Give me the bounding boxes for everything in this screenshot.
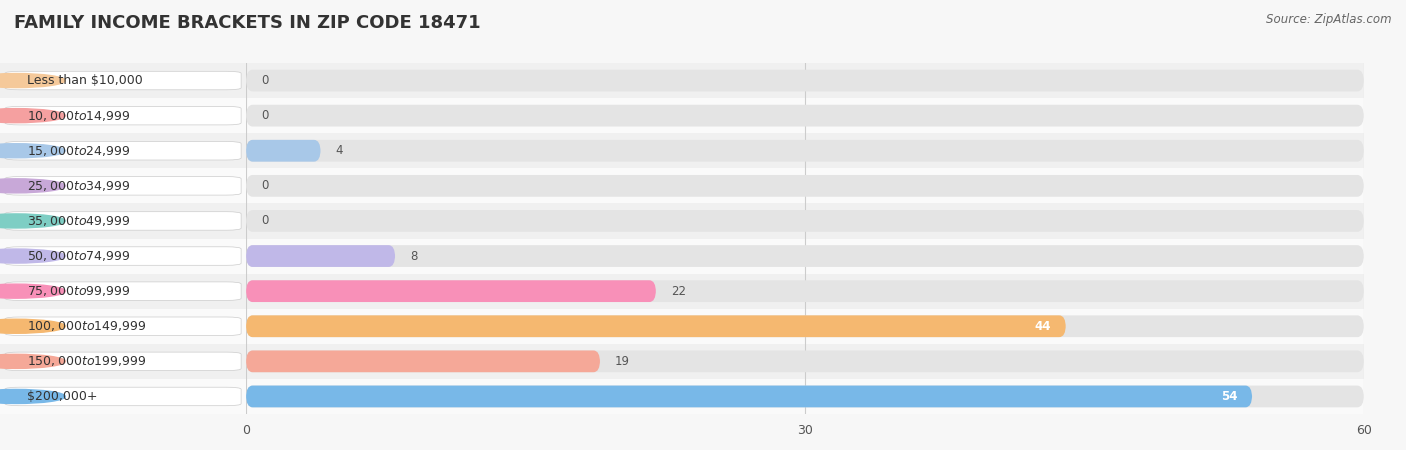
FancyBboxPatch shape <box>246 140 1364 162</box>
Text: 54: 54 <box>1220 390 1237 403</box>
Text: $100,000 to $149,999: $100,000 to $149,999 <box>27 319 146 333</box>
Bar <box>246 133 1364 168</box>
Text: 8: 8 <box>411 250 418 262</box>
FancyBboxPatch shape <box>246 175 1364 197</box>
Bar <box>246 98 1364 133</box>
FancyBboxPatch shape <box>246 210 1364 232</box>
Text: 19: 19 <box>614 355 630 368</box>
Text: 0: 0 <box>262 74 269 87</box>
Text: Less than $10,000: Less than $10,000 <box>27 74 143 87</box>
FancyBboxPatch shape <box>4 106 242 125</box>
FancyBboxPatch shape <box>4 247 242 266</box>
Bar <box>0 309 246 344</box>
Circle shape <box>0 108 65 123</box>
Circle shape <box>0 73 65 88</box>
FancyBboxPatch shape <box>246 351 600 372</box>
Text: Source: ZipAtlas.com: Source: ZipAtlas.com <box>1267 14 1392 27</box>
Bar <box>246 238 1364 274</box>
Text: 4: 4 <box>336 144 343 157</box>
Bar <box>246 203 1364 238</box>
Text: $75,000 to $99,999: $75,000 to $99,999 <box>27 284 131 298</box>
FancyBboxPatch shape <box>246 280 655 302</box>
Circle shape <box>0 354 65 369</box>
FancyBboxPatch shape <box>246 140 321 162</box>
Text: 44: 44 <box>1035 320 1050 333</box>
Text: $25,000 to $34,999: $25,000 to $34,999 <box>27 179 131 193</box>
Bar <box>0 274 246 309</box>
Bar <box>246 379 1364 414</box>
Bar <box>246 274 1364 309</box>
Bar <box>0 98 246 133</box>
Text: $15,000 to $24,999: $15,000 to $24,999 <box>27 144 131 158</box>
FancyBboxPatch shape <box>4 352 242 371</box>
FancyBboxPatch shape <box>4 282 242 301</box>
Text: $150,000 to $199,999: $150,000 to $199,999 <box>27 354 146 369</box>
Text: $50,000 to $74,999: $50,000 to $74,999 <box>27 249 131 263</box>
Circle shape <box>0 319 65 333</box>
Bar <box>246 309 1364 344</box>
FancyBboxPatch shape <box>246 245 1364 267</box>
Text: FAMILY INCOME BRACKETS IN ZIP CODE 18471: FAMILY INCOME BRACKETS IN ZIP CODE 18471 <box>14 14 481 32</box>
FancyBboxPatch shape <box>4 317 242 336</box>
Bar <box>0 203 246 238</box>
Bar <box>246 63 1364 98</box>
FancyBboxPatch shape <box>4 141 242 160</box>
Text: 0: 0 <box>262 180 269 192</box>
Bar <box>0 63 246 98</box>
FancyBboxPatch shape <box>4 176 242 195</box>
Bar <box>0 344 246 379</box>
Bar <box>0 168 246 203</box>
Bar <box>246 344 1364 379</box>
Bar <box>0 379 246 414</box>
Text: 0: 0 <box>262 109 269 122</box>
FancyBboxPatch shape <box>246 105 1364 126</box>
Text: $35,000 to $49,999: $35,000 to $49,999 <box>27 214 131 228</box>
Text: $200,000+: $200,000+ <box>27 390 97 403</box>
Circle shape <box>0 144 65 158</box>
FancyBboxPatch shape <box>246 351 1364 372</box>
FancyBboxPatch shape <box>4 212 242 230</box>
Circle shape <box>0 284 65 298</box>
Text: $10,000 to $14,999: $10,000 to $14,999 <box>27 108 131 123</box>
FancyBboxPatch shape <box>246 70 1364 91</box>
Circle shape <box>0 214 65 228</box>
FancyBboxPatch shape <box>246 280 1364 302</box>
Text: 0: 0 <box>262 215 269 227</box>
FancyBboxPatch shape <box>4 387 242 406</box>
FancyBboxPatch shape <box>246 315 1066 337</box>
FancyBboxPatch shape <box>4 71 242 90</box>
Text: 22: 22 <box>671 285 686 297</box>
Bar <box>246 168 1364 203</box>
FancyBboxPatch shape <box>246 245 395 267</box>
FancyBboxPatch shape <box>246 386 1253 407</box>
Bar <box>0 238 246 274</box>
FancyBboxPatch shape <box>246 386 1364 407</box>
Circle shape <box>0 179 65 193</box>
Circle shape <box>0 249 65 263</box>
FancyBboxPatch shape <box>246 315 1364 337</box>
Circle shape <box>0 389 65 404</box>
Bar <box>0 133 246 168</box>
